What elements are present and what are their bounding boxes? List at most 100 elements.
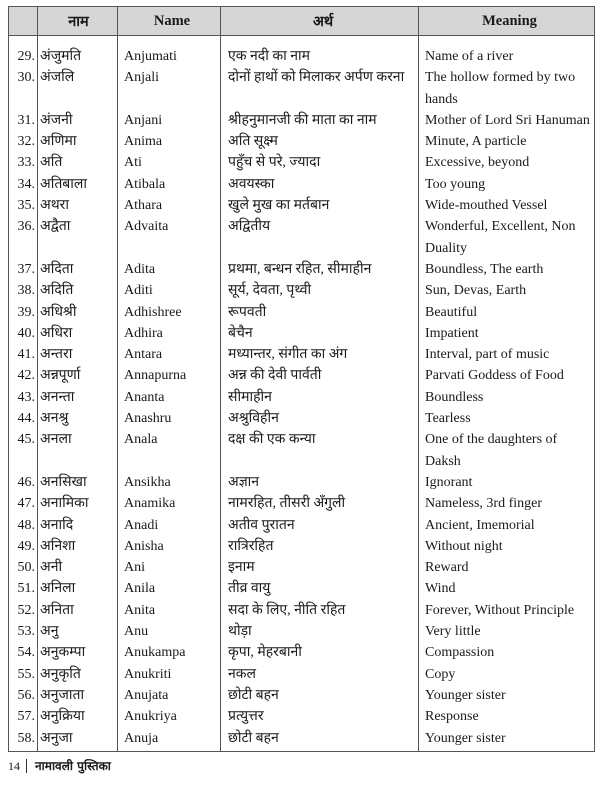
entry-number: 42. [8, 365, 38, 387]
hindi-meaning: रूपवती [220, 301, 419, 323]
hindi-meaning: बेचैन [220, 322, 419, 345]
english-meaning: Ignorant [418, 471, 595, 494]
entry-number: 45. [8, 429, 38, 472]
english-meaning: Response [418, 706, 595, 728]
hindi-meaning: थोड़ा [220, 621, 419, 643]
english-name: Anamika [117, 493, 221, 515]
table-header-row: नाम Name अर्थ Meaning [8, 6, 595, 36]
header-meaning: Meaning [418, 6, 595, 36]
hindi-name: अनुजाता [37, 684, 118, 707]
hindi-name: अनी [37, 557, 118, 579]
hindi-name: अनुकम्पा [37, 642, 118, 664]
table-row: 36. अद्वैता Advaita अद्वितीय Wonderful, Exce… [8, 216, 595, 259]
hindi-meaning: अतीव पुरातन [220, 514, 419, 536]
english-name: Ati [117, 152, 221, 174]
hindi-name: अंजुमति [37, 35, 118, 68]
header-naam: नाम [37, 6, 118, 36]
table-row: 57. अनुक्रिया Anukriya प्रत्युत्तर Response [8, 706, 595, 728]
english-meaning: Wind [418, 578, 595, 600]
hindi-meaning: पहुँच से परे, ज्यादा [220, 152, 419, 174]
english-meaning: Sun, Devas, Earth [418, 280, 595, 302]
english-meaning: Tearless [418, 408, 595, 430]
table-row: 39. अधिश्री Adhishree रूपवती Beautiful [8, 301, 595, 323]
english-name: Anujata [117, 684, 221, 707]
english-name: Anadi [117, 514, 221, 536]
hindi-meaning: अज्ञान [220, 471, 419, 494]
hindi-meaning: मध्यान्तर, संगीत का अंग [220, 344, 419, 366]
table-row: 35. अथरा Athara खुले मुख का मर्तबान Wide-mou… [8, 195, 595, 217]
hindi-meaning: प्रथमा, बन्धन रहित, सीमाहीन [220, 258, 419, 281]
hindi-name: अन्तरा [37, 344, 118, 366]
table-row: 33. अति Ati पहुँच से परे, ज्यादा Excessive, … [8, 152, 595, 174]
hindi-name: अंजनी [37, 109, 118, 132]
page: नाम Name अर्थ Meaning 29. अंजुमति Anjumati… [8, 6, 595, 774]
header-artha: अर्थ [220, 6, 419, 36]
table-row: 38. अदिति Aditi सूर्य, देवता, पृथ्वी Sun, De… [8, 280, 595, 302]
english-meaning: Parvati Goddess of Food [418, 365, 595, 387]
english-name: Anukriya [117, 706, 221, 728]
hindi-name: अदिति [37, 280, 118, 302]
hindi-name: अथरा [37, 195, 118, 217]
english-meaning: Excessive, beyond [418, 152, 595, 174]
table-row: 29. अंजुमति Anjumati एक नदी का नाम Name of a… [8, 35, 595, 68]
english-meaning: Ancient, Imemorial [418, 514, 595, 536]
entry-number: 31. [8, 109, 38, 132]
table-row: 32. अणिमा Anima अति सूक्ष्म Minute, A partic… [8, 131, 595, 153]
english-name: Anala [117, 429, 221, 472]
page-footer: 14 नामावली पुस्तिका [8, 758, 595, 774]
table-row: 53. अनु Anu थोड़ा Very little [8, 621, 595, 643]
hindi-meaning: प्रत्युत्तर [220, 706, 419, 728]
entry-number: 47. [8, 493, 38, 515]
english-name: Adhira [117, 322, 221, 345]
english-meaning: Compassion [418, 642, 595, 664]
table-row: 44. अनश्रु Anashru अश्रुविहीन Tearless [8, 408, 595, 430]
hindi-name: अनसिखा [37, 471, 118, 494]
english-name: Adita [117, 258, 221, 281]
english-meaning: Wonderful, Excellent, Non Duality [418, 216, 595, 259]
english-name: Annapurna [117, 365, 221, 387]
hindi-name: अधिश्री [37, 301, 118, 323]
hindi-meaning: अति सूक्ष्म [220, 131, 419, 153]
entry-number: 58. [8, 727, 38, 752]
english-meaning: Too young [418, 173, 595, 196]
hindi-name: अनुजा [37, 727, 118, 752]
hindi-meaning: दोनों हाथों को मिलाकर अर्पण करना [220, 67, 419, 110]
english-meaning: Younger sister [418, 727, 595, 752]
hindi-name: अनिला [37, 578, 118, 600]
hindi-meaning: छोटी बहन [220, 684, 419, 707]
table-row: 47. अनामिका Anamika नामरहित, तीसरी अँगुली Na… [8, 493, 595, 515]
entry-number: 30. [8, 67, 38, 110]
header-number [8, 6, 38, 36]
table-row: 50. अनी Ani इनाम Reward [8, 557, 595, 579]
hindi-name: अनन्ता [37, 386, 118, 409]
hindi-meaning: खुले मुख का मर्तबान [220, 195, 419, 217]
hindi-name: अनुक्रिया [37, 706, 118, 728]
english-name: Anita [117, 599, 221, 622]
hindi-name: अणिमा [37, 131, 118, 153]
entry-number: 50. [8, 557, 38, 579]
english-name: Ani [117, 557, 221, 579]
table-row: 43. अनन्ता Ananta सीमाहीन Boundless [8, 386, 595, 409]
hindi-name: अनिता [37, 599, 118, 622]
english-meaning: Nameless, 3rd finger [418, 493, 595, 515]
english-meaning: Beautiful [418, 301, 595, 323]
english-name: Adhishree [117, 301, 221, 323]
hindi-name: अनादि [37, 514, 118, 536]
table-row: 37. अदिता Adita प्रथमा, बन्धन रहित, सीमाहीन… [8, 258, 595, 281]
entry-number: 43. [8, 386, 38, 409]
table-row: 55. अनुकृति Anukriti नकल Copy [8, 663, 595, 685]
hindi-meaning: नकल [220, 663, 419, 685]
english-name: Aditi [117, 280, 221, 302]
table-row: 58. अनुजा Anuja छोटी बहन Younger sister [8, 727, 595, 752]
entry-number: 49. [8, 535, 38, 558]
hindi-name: अनश्रु [37, 408, 118, 430]
english-name: Anjumati [117, 35, 221, 68]
hindi-meaning: अद्वितीय [220, 216, 419, 259]
entry-number: 53. [8, 621, 38, 643]
hindi-name: अधिरा [37, 322, 118, 345]
entry-number: 35. [8, 195, 38, 217]
book-title: नामावली पुस्तिका [35, 758, 111, 773]
table-row: 48. अनादि Anadi अतीव पुरातन Ancient, Imemori… [8, 514, 595, 536]
header-name: Name [117, 6, 221, 36]
entry-number: 39. [8, 301, 38, 323]
